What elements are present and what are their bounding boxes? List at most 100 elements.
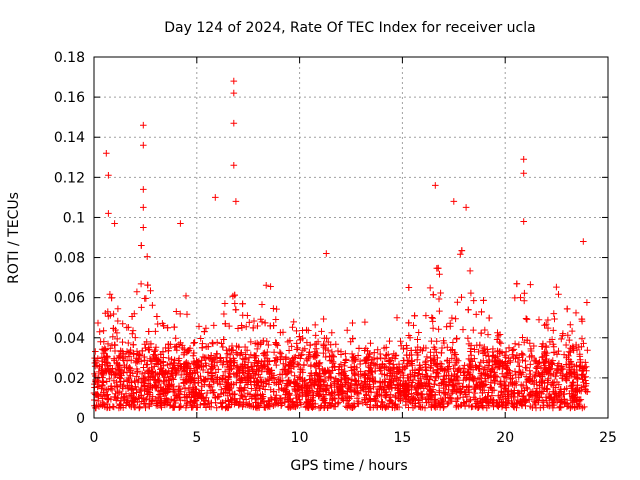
data-point xyxy=(499,359,506,366)
data-point xyxy=(453,388,460,396)
data-point xyxy=(250,403,257,410)
data-point xyxy=(308,403,315,410)
data-point xyxy=(342,350,349,357)
x-tick-label: 0 xyxy=(90,430,99,446)
data-point xyxy=(495,332,502,340)
data-point xyxy=(242,323,250,331)
data-point xyxy=(347,384,354,392)
data-point xyxy=(522,357,529,365)
data-point xyxy=(477,385,484,393)
data-point xyxy=(469,373,476,381)
data-point xyxy=(544,316,552,324)
data-point xyxy=(567,404,574,412)
data-point xyxy=(493,373,501,381)
data-point xyxy=(138,242,145,249)
data-point xyxy=(429,325,437,332)
data-point xyxy=(128,379,135,386)
data-point xyxy=(380,378,388,386)
data-point xyxy=(368,356,376,364)
data-point xyxy=(515,341,523,348)
data-point xyxy=(511,368,519,375)
data-point xyxy=(531,373,538,381)
data-point xyxy=(436,270,443,278)
data-point xyxy=(130,390,137,397)
data-point xyxy=(143,395,150,403)
data-point xyxy=(261,403,268,411)
data-point xyxy=(538,354,546,361)
data-point xyxy=(195,358,203,365)
y-tick-label: 0.12 xyxy=(54,170,85,186)
data-point xyxy=(489,364,497,372)
data-point xyxy=(188,375,196,382)
y-tick-label: 0.14 xyxy=(54,130,85,146)
data-point xyxy=(522,315,530,322)
data-point xyxy=(117,370,124,378)
data-point xyxy=(165,347,172,355)
data-point xyxy=(213,350,220,358)
data-point xyxy=(145,346,153,354)
data-point xyxy=(159,348,167,355)
data-point xyxy=(434,370,442,378)
data-point xyxy=(165,376,172,384)
data-point xyxy=(238,375,245,382)
data-point xyxy=(270,305,277,312)
data-point xyxy=(320,315,327,323)
data-point xyxy=(465,401,473,409)
data-point xyxy=(137,280,145,288)
data-point xyxy=(157,384,165,391)
data-points-layer xyxy=(90,77,591,412)
data-point xyxy=(349,319,356,327)
data-point xyxy=(292,353,299,361)
data-point xyxy=(509,347,516,354)
data-point xyxy=(177,220,184,227)
data-point xyxy=(152,343,160,351)
data-point xyxy=(484,399,492,406)
data-point xyxy=(281,365,288,373)
data-point xyxy=(339,395,346,403)
data-point xyxy=(227,396,234,403)
data-point xyxy=(408,390,415,397)
y-tick-label: 0.16 xyxy=(54,90,85,106)
data-point xyxy=(485,362,492,370)
data-point xyxy=(471,389,479,397)
data-point xyxy=(332,341,340,348)
data-point xyxy=(359,399,367,407)
data-point xyxy=(538,378,545,385)
data-point xyxy=(479,402,486,409)
data-point xyxy=(165,383,172,390)
data-point xyxy=(217,354,224,361)
data-point xyxy=(511,387,518,394)
data-point xyxy=(173,308,180,315)
data-point xyxy=(467,348,474,355)
data-point xyxy=(383,403,391,410)
data-point xyxy=(582,386,589,393)
data-point xyxy=(440,376,447,383)
data-point xyxy=(544,401,551,409)
data-point xyxy=(404,374,411,382)
data-point xyxy=(455,403,462,410)
data-point xyxy=(181,385,189,392)
data-point xyxy=(560,390,567,398)
data-point xyxy=(320,404,328,411)
data-point xyxy=(510,403,517,410)
data-point xyxy=(152,352,159,359)
data-point xyxy=(373,390,381,398)
data-point xyxy=(403,344,411,352)
data-point xyxy=(494,329,501,336)
data-point xyxy=(209,339,216,347)
data-point xyxy=(559,330,567,337)
data-point xyxy=(274,400,282,408)
data-point xyxy=(249,324,257,332)
data-point xyxy=(247,338,255,346)
data-point xyxy=(464,335,472,342)
data-point xyxy=(282,371,290,378)
data-point xyxy=(523,316,531,323)
data-point xyxy=(351,388,358,396)
data-point xyxy=(562,341,570,349)
data-point xyxy=(100,401,108,408)
data-point xyxy=(279,328,287,336)
data-point xyxy=(399,382,406,390)
data-point xyxy=(121,393,128,401)
data-point xyxy=(230,89,238,97)
data-point xyxy=(550,327,557,334)
